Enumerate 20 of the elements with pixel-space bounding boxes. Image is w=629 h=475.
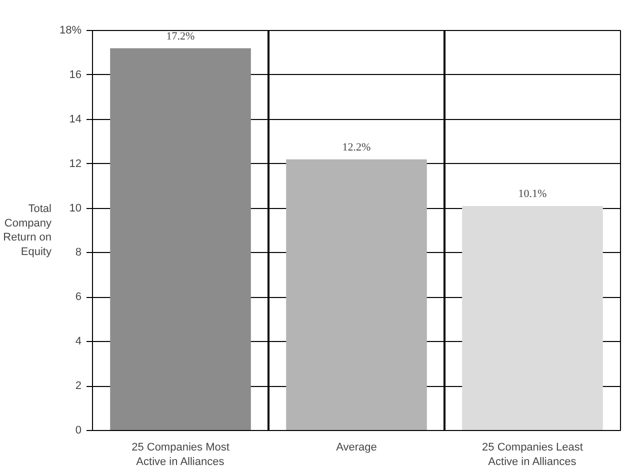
y-tick-label: 10 xyxy=(69,202,82,214)
y-tick-label: 8 xyxy=(75,246,82,259)
y-tick-label: 2 xyxy=(75,380,82,392)
y-tick-label: 18% xyxy=(59,24,82,36)
x-tick-label: 25 Companies Most Active in Alliances xyxy=(132,442,230,468)
y-tick-label: 16 xyxy=(69,68,82,81)
bar xyxy=(286,159,427,430)
data-label: 17.2% xyxy=(166,30,195,42)
data-label: 12.2% xyxy=(342,141,371,154)
y-tick-label: 6 xyxy=(75,291,82,304)
x-tick-label: Average xyxy=(336,442,377,454)
y-tick-label: 14 xyxy=(69,113,82,126)
y-tick-label: 4 xyxy=(75,336,82,348)
y-tick-label: 0 xyxy=(75,424,82,436)
bar xyxy=(110,48,251,430)
bar xyxy=(462,206,603,430)
y-axis-title: Total Company Return on Equity xyxy=(3,202,52,258)
x-tick-label: 25 Companies Least Active in Alliances xyxy=(482,442,583,468)
data-label: 10.1% xyxy=(518,188,547,200)
y-tick-label: 12 xyxy=(69,158,82,170)
